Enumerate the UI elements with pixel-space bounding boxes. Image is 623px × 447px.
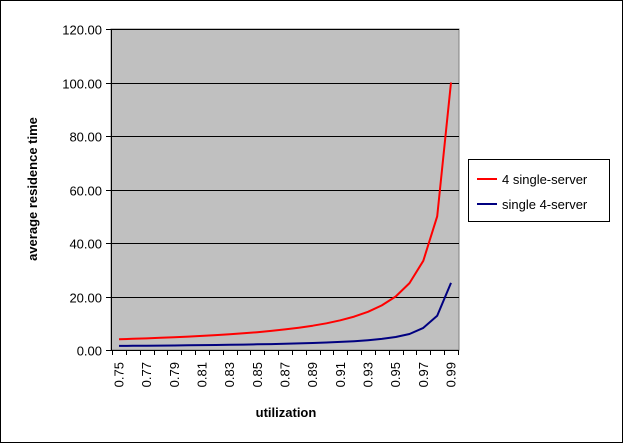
x-axis-ticks: 0.75 0.77 0.79 0.81 0.83 0.85 0.87 0.89 0.91 0.93…: [112, 350, 459, 387]
x-axis-label: utilization: [256, 405, 317, 420]
x-tick-label: 0.75: [112, 362, 127, 387]
y-tick-label: 60.00: [69, 184, 102, 199]
y-axis-label: average residence time: [25, 117, 40, 261]
x-tick-label: 0.97: [416, 362, 431, 387]
y-tick-label: 40.00: [69, 237, 102, 252]
x-tick-label: 0.79: [167, 362, 182, 387]
y-tick-label: 20.00: [69, 291, 102, 306]
y-axis-ticks: 0.00 20.00 40.00 60.00 80.00 100.00 120.00: [62, 23, 111, 359]
series-line: [118, 282, 452, 347]
plot-area: [110, 28, 460, 351]
x-tick-label: 0.95: [388, 362, 403, 387]
x-tick-label: 0.91: [333, 362, 348, 387]
x-tick-label: 0.85: [250, 362, 265, 387]
legend-label: 4 single-server: [502, 172, 588, 187]
x-tick-label: 0.99: [444, 362, 459, 387]
x-tick-label: 0.83: [222, 362, 237, 387]
axes: [111, 29, 459, 351]
series-lines: [118, 82, 452, 347]
x-tick-label: 0.77: [139, 362, 154, 387]
x-tick-label: 0.93: [361, 362, 376, 387]
legend-box: [468, 159, 610, 222]
y-tick-label: 80.00: [69, 130, 102, 145]
legend-label: single 4-server: [502, 197, 588, 212]
legend: 4 single-server single 4-server: [468, 159, 610, 222]
y-tick-label: 120.00: [62, 23, 102, 38]
series-line: [118, 82, 452, 341]
x-tick-label: 0.87: [278, 362, 293, 387]
y-tick-label: 100.00: [62, 77, 102, 92]
x-tick-label: 0.89: [305, 362, 320, 387]
gridlines: [111, 29, 459, 298]
x-tick-label: 0.81: [195, 362, 210, 387]
y-tick-label: 0.00: [77, 344, 102, 359]
